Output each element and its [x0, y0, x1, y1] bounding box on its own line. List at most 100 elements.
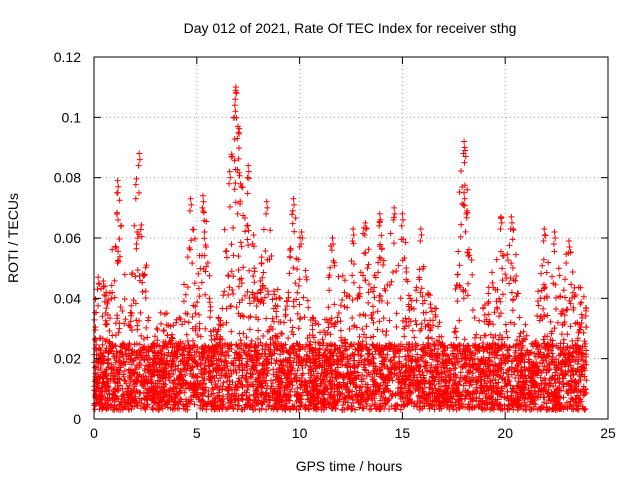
data-point — [192, 310, 199, 317]
data-point — [219, 336, 226, 343]
data-point — [505, 346, 512, 353]
data-point — [539, 377, 546, 384]
data-point — [244, 190, 251, 197]
data-point — [141, 401, 148, 408]
data-point — [409, 353, 416, 360]
data-point — [183, 367, 190, 374]
data-point — [509, 236, 516, 243]
data-point — [224, 378, 231, 385]
data-point — [360, 361, 367, 368]
data-point — [542, 232, 549, 239]
data-point — [565, 380, 572, 387]
data-point — [402, 353, 409, 360]
data-point — [436, 319, 443, 326]
data-point — [558, 310, 565, 317]
data-point — [142, 288, 149, 295]
data-point — [347, 363, 354, 370]
data-point — [533, 393, 540, 400]
data-point — [377, 373, 384, 380]
data-point — [455, 380, 462, 387]
data-point — [474, 363, 481, 370]
data-point — [309, 332, 316, 339]
data-point — [471, 314, 478, 321]
data-point — [506, 353, 513, 360]
data-point — [356, 404, 363, 411]
data-point — [562, 294, 569, 301]
data-point — [434, 323, 441, 330]
data-point — [213, 348, 220, 355]
data-point — [570, 306, 577, 313]
data-point — [199, 353, 206, 360]
data-point — [523, 332, 530, 339]
data-point — [569, 353, 576, 360]
data-point — [571, 293, 578, 300]
data-point — [477, 358, 484, 365]
data-point — [519, 342, 526, 349]
data-point — [259, 342, 266, 349]
data-point — [285, 335, 292, 342]
data-point — [321, 353, 328, 360]
data-point — [408, 357, 415, 364]
data-point — [108, 361, 115, 368]
data-point — [359, 326, 366, 333]
data-point — [124, 388, 131, 395]
data-point — [137, 349, 144, 356]
data-point — [439, 392, 446, 399]
data-point — [365, 246, 372, 253]
data-point — [339, 361, 346, 368]
data-point — [483, 316, 490, 323]
data-point — [479, 339, 486, 346]
data-point — [380, 374, 387, 381]
data-point — [554, 391, 561, 398]
data-point — [503, 275, 510, 282]
data-point — [128, 312, 135, 319]
data-point — [387, 356, 394, 363]
data-point — [179, 321, 186, 328]
data-point — [164, 401, 171, 408]
data-point — [254, 347, 261, 354]
data-point — [430, 373, 437, 380]
data-point — [505, 352, 512, 359]
data-point — [543, 369, 550, 376]
data-point — [381, 363, 388, 370]
data-point — [267, 348, 274, 355]
data-point — [219, 342, 226, 349]
data-point — [489, 377, 496, 384]
data-point — [535, 350, 542, 357]
data-point — [244, 222, 251, 229]
data-point — [115, 248, 122, 255]
data-point — [510, 226, 517, 233]
data-point — [376, 292, 383, 299]
data-point — [334, 346, 341, 353]
data-point — [226, 203, 233, 210]
data-point — [228, 268, 235, 275]
data-point — [119, 342, 126, 349]
data-point — [157, 320, 164, 327]
data-point — [356, 312, 363, 319]
data-point — [317, 382, 324, 389]
data-point — [328, 315, 335, 322]
data-point — [555, 386, 562, 393]
data-point — [163, 400, 170, 407]
data-point — [195, 311, 202, 318]
data-point — [501, 376, 508, 383]
data-point — [489, 279, 496, 286]
data-point — [176, 375, 183, 382]
data-point — [581, 338, 588, 345]
data-point — [99, 313, 106, 320]
data-point — [101, 357, 108, 364]
data-point — [141, 272, 148, 279]
data-point — [474, 379, 481, 386]
data-point — [237, 337, 244, 344]
data-point — [289, 379, 296, 386]
data-point — [520, 384, 527, 391]
data-point — [268, 253, 275, 260]
data-point — [111, 403, 118, 410]
data-point — [139, 279, 146, 286]
data-point — [248, 374, 255, 381]
data-point — [294, 289, 301, 296]
data-point — [506, 378, 513, 385]
data-point — [169, 358, 176, 365]
data-point — [249, 289, 256, 296]
data-point — [492, 376, 499, 383]
